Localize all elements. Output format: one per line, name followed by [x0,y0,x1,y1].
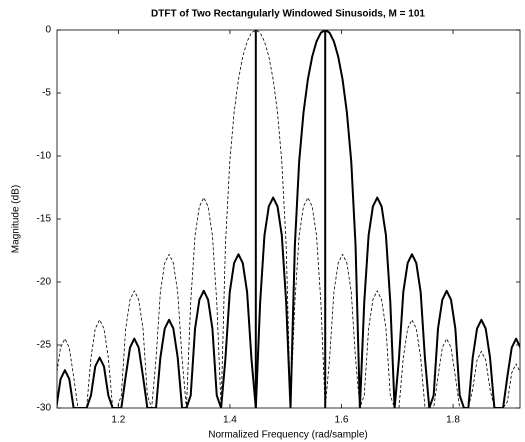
y-tick-label: -20 [37,277,52,288]
y-tick-label: -10 [37,151,52,162]
x-tick-label: 1.2 [111,415,125,426]
series-line [57,30,520,408]
y-tick-label: -5 [42,88,51,99]
x-tick-label: 1.6 [335,415,349,426]
x-tick-label: 1.4 [223,415,237,426]
x-axis-label: Normalized Frequency (rad/sample) [208,430,368,441]
y-tick-label: -30 [37,403,52,414]
y-tick-label: -15 [37,214,52,225]
y-axis-label: Magnitude (dB) [11,185,22,253]
y-tick-label: 0 [45,25,51,36]
plot-area [57,30,520,408]
series-line [57,30,520,408]
y-tick-label: -25 [37,340,52,351]
chart-title: DTFT of Two Rectangularly Windowed Sinus… [151,9,425,20]
x-tick-label: 1.8 [446,415,460,426]
